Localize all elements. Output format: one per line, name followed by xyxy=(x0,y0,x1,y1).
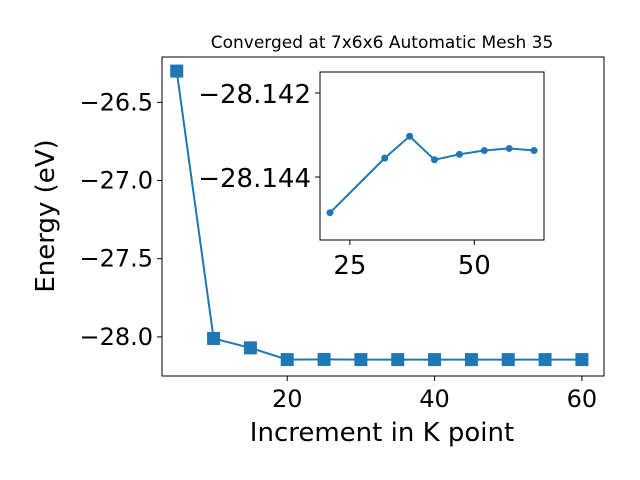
inset-x-ticks: 25 50 xyxy=(333,240,491,281)
main-y-tick-label: −27.5 xyxy=(79,245,153,273)
main-chart: Converged at 7x6x6 Automatic Mesh 35 −26… xyxy=(31,33,605,448)
main-data-point xyxy=(428,353,442,367)
main-y-tick-label: −28.0 xyxy=(79,323,153,351)
main-x-tick-label: 40 xyxy=(419,385,450,413)
inset-series-line xyxy=(329,134,535,214)
y-axis-label: Energy (eV) xyxy=(31,139,61,292)
inset-y-tick-label: −28.142 xyxy=(198,80,311,110)
main-y-ticks: −26.5 −27.0 −27.5 −28.0 xyxy=(79,88,162,351)
main-plot-frame xyxy=(161,56,605,377)
main-y-tick-label: −26.5 xyxy=(79,88,153,116)
main-data-point xyxy=(207,331,221,345)
inset-data-point xyxy=(455,150,463,158)
main-data-point xyxy=(317,352,331,366)
inset-series xyxy=(326,132,538,217)
inset-plot-frame xyxy=(319,71,545,241)
inset-x-tick-label: 50 xyxy=(458,251,491,281)
inset-y-ticks: −28.144 −28.142 xyxy=(198,80,320,194)
main-x-tick-label: 20 xyxy=(272,385,303,413)
inset-data-point xyxy=(480,147,488,155)
main-data-point xyxy=(575,353,589,367)
main-data-point xyxy=(280,353,294,367)
x-axis-label: Increment in K point xyxy=(250,418,514,448)
main-series xyxy=(170,64,589,367)
main-data-point xyxy=(464,353,478,367)
inset-y-tick-label: −28.144 xyxy=(198,164,311,194)
inset-data-point xyxy=(530,147,538,155)
main-x-ticks: 20 40 60 xyxy=(272,376,597,413)
inset-data-point xyxy=(381,154,389,162)
main-y-tick-label: −27.0 xyxy=(79,167,153,195)
main-data-point xyxy=(170,64,184,78)
main-data-point xyxy=(501,353,515,367)
chart-title: Converged at 7x6x6 Automatic Mesh 35 xyxy=(211,33,554,53)
inset-x-tick-label: 25 xyxy=(333,251,366,281)
main-x-tick-label: 60 xyxy=(567,385,598,413)
inset-data-point xyxy=(406,132,414,140)
inset-data-point xyxy=(326,209,334,217)
inset-data-point xyxy=(430,156,438,164)
inset-data-point xyxy=(505,144,513,152)
main-data-point xyxy=(354,353,368,367)
main-data-point xyxy=(538,353,552,367)
main-data-point xyxy=(243,341,257,355)
inset-chart: −28.144 −28.142 25 50 xyxy=(198,71,545,281)
main-data-point xyxy=(391,353,405,367)
